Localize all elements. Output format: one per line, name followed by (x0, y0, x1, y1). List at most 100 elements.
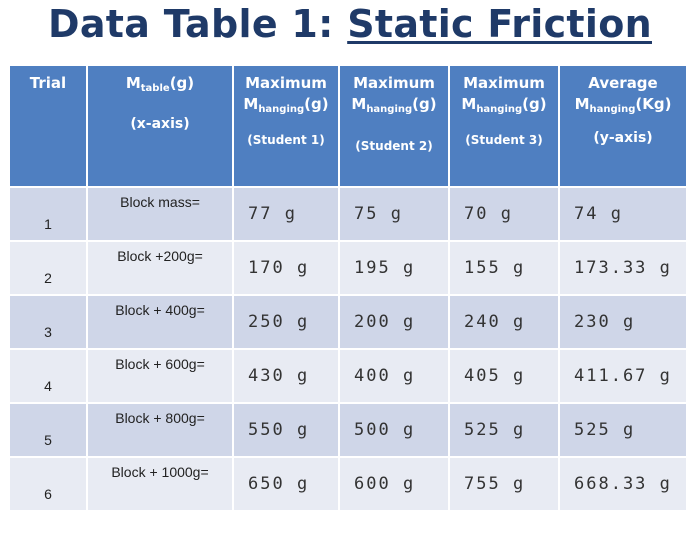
student3-value: 155 g (464, 258, 526, 278)
header-student2-label: Mhanging(g) (351, 95, 437, 115)
header-student3-note: (Student 3) (465, 133, 543, 147)
trial-number: 3 (44, 324, 52, 340)
average-cell: 74 g (558, 186, 688, 242)
student2-value: 600 g (354, 474, 416, 494)
average-value: 411.67 g (574, 366, 672, 386)
student1-value: 77 g (248, 204, 297, 224)
title-underlined: Static Friction (347, 2, 652, 46)
trial-cell: 1 (8, 186, 88, 242)
student1-value: 650 g (248, 474, 310, 494)
header-student1: Maximum Mhanging(g) (Student 1) (232, 64, 340, 188)
average-value: 74 g (574, 204, 623, 224)
header-student2-top: Maximum (353, 74, 435, 92)
header-mtable-axis: (x-axis) (130, 116, 190, 132)
student1-cell: 77 g (232, 186, 340, 242)
mass-cell: Block mass= (86, 186, 234, 242)
student2-value: 500 g (354, 420, 416, 440)
student3-value: 755 g (464, 474, 526, 494)
trial-cell: 4 (8, 348, 88, 404)
trial-number: 4 (44, 378, 52, 394)
mass-label: Block + 600g= (115, 356, 205, 372)
mass-cell: Block + 800g= (86, 402, 234, 458)
student1-value: 430 g (248, 366, 310, 386)
student3-cell: 155 g (448, 240, 560, 296)
title-prefix: Data Table 1: (48, 2, 348, 46)
header-trial: Trial (8, 64, 88, 188)
mass-label: Block + 400g= (115, 302, 205, 318)
student3-cell: 240 g (448, 294, 560, 350)
header-trial-label: Trial (29, 74, 67, 92)
data-table: Trial Mtable(g) (x-axis) Maximum Mhangin… (8, 64, 688, 512)
mass-cell: Block +200g= (86, 240, 234, 296)
student1-cell: 650 g (232, 456, 340, 512)
header-average: Average Mhanging(Kg) (y-axis) (558, 64, 688, 188)
student2-cell: 600 g (338, 456, 450, 512)
student3-value: 240 g (464, 312, 526, 332)
student1-cell: 430 g (232, 348, 340, 404)
student1-cell: 550 g (232, 402, 340, 458)
mass-label: Block mass= (120, 194, 200, 210)
student1-cell: 170 g (232, 240, 340, 296)
header-student1-label: Mhanging(g) (243, 95, 329, 115)
student2-cell: 75 g (338, 186, 450, 242)
header-average-label: Mhanging(Kg) (574, 95, 672, 115)
student3-value: 525 g (464, 420, 526, 440)
average-cell: 230 g (558, 294, 688, 350)
student2-cell: 195 g (338, 240, 450, 296)
header-row: Trial Mtable(g) (x-axis) Maximum Mhangin… (8, 64, 688, 188)
student1-cell: 250 g (232, 294, 340, 350)
student2-cell: 400 g (338, 348, 450, 404)
trial-number: 2 (44, 270, 52, 286)
mass-label: Block +200g= (117, 248, 203, 264)
trial-number: 1 (44, 216, 52, 232)
average-cell: 411.67 g (558, 348, 688, 404)
header-average-axis: (y-axis) (593, 130, 653, 146)
student3-value: 405 g (464, 366, 526, 386)
trial-number: 6 (44, 486, 52, 502)
average-value: 525 g (574, 420, 636, 440)
header-student3-label: Mhanging(g) (461, 95, 547, 115)
header-student2: Maximum Mhanging(g) (Student 2) (338, 64, 450, 188)
student2-value: 195 g (354, 258, 416, 278)
student3-cell: 755 g (448, 456, 560, 512)
header-student1-note: (Student 1) (247, 133, 325, 147)
header-student1-top: Maximum (245, 74, 327, 92)
mass-label: Block + 800g= (115, 410, 205, 426)
table-row: 2 Block +200g= 170 g 195 g 155 g 173.33 … (8, 240, 688, 296)
table-row: 1 Block mass= 77 g 75 g 70 g 74 g (8, 186, 688, 242)
student1-value: 170 g (248, 258, 310, 278)
header-student3: Maximum Mhanging(g) (Student 3) (448, 64, 560, 188)
table-row: 3 Block + 400g= 250 g 200 g 240 g 230 g (8, 294, 688, 350)
table-row: 5 Block + 800g= 550 g 500 g 525 g 525 g (8, 402, 688, 458)
header-average-top: Average (588, 74, 658, 92)
student2-value: 200 g (354, 312, 416, 332)
mass-cell: Block + 1000g= (86, 456, 234, 512)
average-cell: 173.33 g (558, 240, 688, 296)
header-student2-note: (Student 2) (355, 139, 433, 153)
average-value: 173.33 g (574, 258, 672, 278)
student2-value: 400 g (354, 366, 416, 386)
mass-label: Block + 1000g= (111, 464, 209, 480)
header-mtable: Mtable(g) (x-axis) (86, 64, 234, 188)
student3-cell: 70 g (448, 186, 560, 242)
student2-cell: 200 g (338, 294, 450, 350)
trial-cell: 6 (8, 456, 88, 512)
student2-cell: 500 g (338, 402, 450, 458)
mass-cell: Block + 600g= (86, 348, 234, 404)
student3-value: 70 g (464, 204, 513, 224)
student3-cell: 525 g (448, 402, 560, 458)
average-value: 668.33 g (574, 474, 672, 494)
trial-cell: 2 (8, 240, 88, 296)
student1-value: 250 g (248, 312, 310, 332)
trial-cell: 5 (8, 402, 88, 458)
average-cell: 525 g (558, 402, 688, 458)
average-cell: 668.33 g (558, 456, 688, 512)
student2-value: 75 g (354, 204, 403, 224)
page-title: Data Table 1: Static Friction (0, 2, 700, 46)
mass-cell: Block + 400g= (86, 294, 234, 350)
table-row: 4 Block + 600g= 430 g 400 g 405 g 411.67… (8, 348, 688, 404)
table-row: 6 Block + 1000g= 650 g 600 g 755 g 668.3… (8, 456, 688, 512)
student1-value: 550 g (248, 420, 310, 440)
trial-number: 5 (44, 432, 52, 448)
average-value: 230 g (574, 312, 636, 332)
